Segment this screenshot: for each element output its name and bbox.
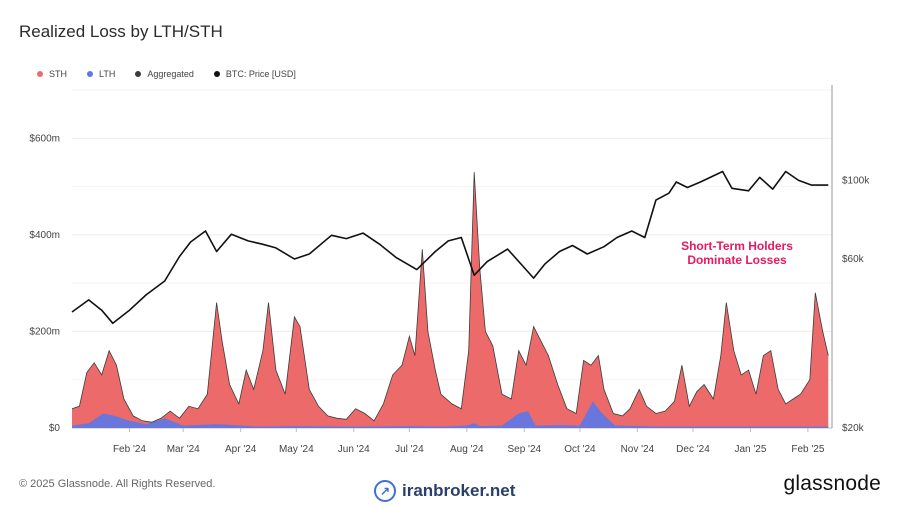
legend-item-btc-price[interactable]: BTC: Price [USD]: [213, 69, 296, 79]
x-tick-label: Sep '24: [507, 444, 541, 455]
btc-price-line: [71, 170, 829, 325]
legend-label-btc-price: BTC: Price [USD]: [225, 69, 296, 79]
x-tick-label: Feb '24: [113, 444, 146, 455]
annotations: Short-Term Holders Dominate Losses: [681, 239, 793, 267]
x-tick-label: Jul '24: [395, 444, 424, 455]
legend-item-sth[interactable]: STH: [37, 69, 67, 79]
series-areas: [72, 172, 829, 428]
axes: $0 $200m $400m $600m $20k $60k $100k Feb '24 Mar…: [29, 85, 870, 455]
y-left-tick-label: $0: [49, 423, 61, 434]
y-right-tick-label: $100k: [842, 175, 870, 186]
aggregated-line: [71, 172, 829, 423]
lth-area: [72, 401, 829, 428]
x-tick-label: Apr '24: [225, 444, 257, 455]
legend-item-aggregated[interactable]: Aggregated: [135, 69, 194, 79]
sth-area: [72, 172, 829, 428]
x-tick-label: Mar '24: [167, 444, 200, 455]
legend-swatch-aggregated: [135, 71, 142, 77]
chart-title: Realized Loss by LTH/STH: [19, 22, 223, 41]
legend-label-lth: LTH: [99, 69, 116, 79]
watermark-text: iranbroker.net: [402, 481, 516, 500]
y-left-tick-label: $400m: [29, 230, 60, 241]
x-tick-label: Oct '24: [564, 444, 596, 455]
x-tick-label: Aug '24: [450, 444, 484, 455]
legend: STH LTH Aggregated BTC: Price [USD]: [37, 69, 296, 79]
realized-loss-chart: $0 $200m $400m $600m $20k $60k $100k Feb '24 Mar…: [29, 85, 870, 455]
x-tick-label: Feb '25: [791, 444, 824, 455]
y-left-tick-label: $600m: [29, 133, 60, 144]
annotation-line-2: Dominate Losses: [687, 253, 787, 267]
legend-label-sth: STH: [49, 69, 67, 79]
x-tick-label: Jun '24: [338, 444, 370, 455]
legend-item-lth[interactable]: LTH: [87, 69, 115, 79]
annotation-line-1: Short-Term Holders: [681, 239, 793, 253]
watermark: ↗ iranbroker.net: [374, 480, 515, 502]
copyright-text: © 2025 Glassnode. All Rights Reserved.: [19, 478, 216, 490]
x-tick-label: May '24: [279, 444, 314, 455]
legend-swatch-lth: [87, 71, 93, 77]
trend-chart-icon: ↗: [374, 480, 396, 502]
x-tick-label: Jan '25: [734, 444, 766, 455]
series-lines: [71, 170, 829, 423]
legend-label-aggregated: Aggregated: [147, 69, 194, 79]
x-tick-label: Dec '24: [676, 444, 710, 455]
legend-swatch-sth: [37, 71, 43, 77]
y-right-tick-label: $20k: [842, 423, 865, 434]
x-tick-label: Nov '24: [621, 444, 655, 455]
legend-swatch-btc-price: [213, 71, 220, 77]
y-right-tick-label: $60k: [842, 254, 865, 265]
glassnode-logo: glassnode: [783, 472, 881, 495]
y-left-tick-label: $200m: [29, 326, 60, 337]
